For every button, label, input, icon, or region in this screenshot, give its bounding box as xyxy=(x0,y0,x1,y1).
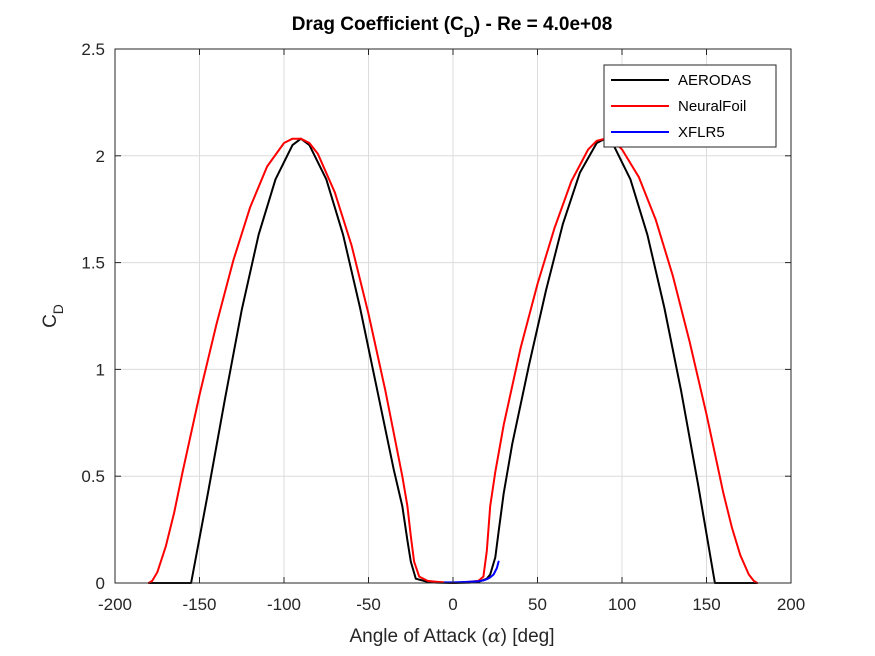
y-axis-label-main: C xyxy=(40,314,61,328)
legend-label-neuralfoil: NeuralFoil xyxy=(678,98,746,115)
x-tick-label: -200 xyxy=(98,595,132,614)
y-tick-label: 0 xyxy=(96,574,105,593)
x-axis-label-symbol: α xyxy=(488,625,501,647)
grid-lines xyxy=(114,48,792,584)
y-axis-label: CD xyxy=(40,304,66,328)
chart-title: Drag Coefficient (CD) - Re = 4.0e+08 xyxy=(292,14,613,40)
legend-label-aerodas: AERODAS xyxy=(678,72,751,89)
x-tick-label: 200 xyxy=(777,595,805,614)
y-tick-label: 2 xyxy=(96,147,105,166)
legend-label-xflr5: XFLR5 xyxy=(678,124,725,141)
legend: AERODAS NeuralFoil XFLR5 xyxy=(603,64,777,148)
chart-title-suffix: ) - Re = 4.0e+08 xyxy=(474,14,612,35)
x-tick-label: -50 xyxy=(356,595,381,614)
y-tick-label: 1 xyxy=(96,360,105,379)
y-tick-label: 1.5 xyxy=(81,254,105,273)
y-axis-label-subscript: D xyxy=(50,304,66,314)
x-axis-label: Angle of Attack (α) [deg] xyxy=(349,625,554,647)
legend-box xyxy=(603,64,777,148)
y-tick-label: 0.5 xyxy=(81,467,105,486)
y-tick-labels: 0 0.5 1 1.5 2 2.5 xyxy=(81,40,105,593)
x-axis-label-before: Angle of Attack ( xyxy=(349,626,488,647)
series-line-xflr5 xyxy=(443,560,500,584)
chart-title-subscript: D xyxy=(464,24,474,40)
x-tick-label: 150 xyxy=(692,595,720,614)
x-tick-label: -100 xyxy=(267,595,301,614)
x-tick-label: 50 xyxy=(528,595,547,614)
chart-title-prefix: Drag Coefficient (C xyxy=(292,14,464,35)
x-tick-label: 0 xyxy=(448,595,457,614)
tick-marks xyxy=(114,48,792,584)
legend-entries: AERODAS NeuralFoil XFLR5 xyxy=(611,72,751,141)
x-tick-label: -150 xyxy=(182,595,216,614)
x-tick-labels: -200 -150 -100 -50 0 50 100 150 200 xyxy=(98,595,805,614)
x-tick-label: 100 xyxy=(608,595,636,614)
y-tick-label: 2.5 xyxy=(81,40,105,59)
x-axis-label-after: ) [deg] xyxy=(501,626,555,647)
